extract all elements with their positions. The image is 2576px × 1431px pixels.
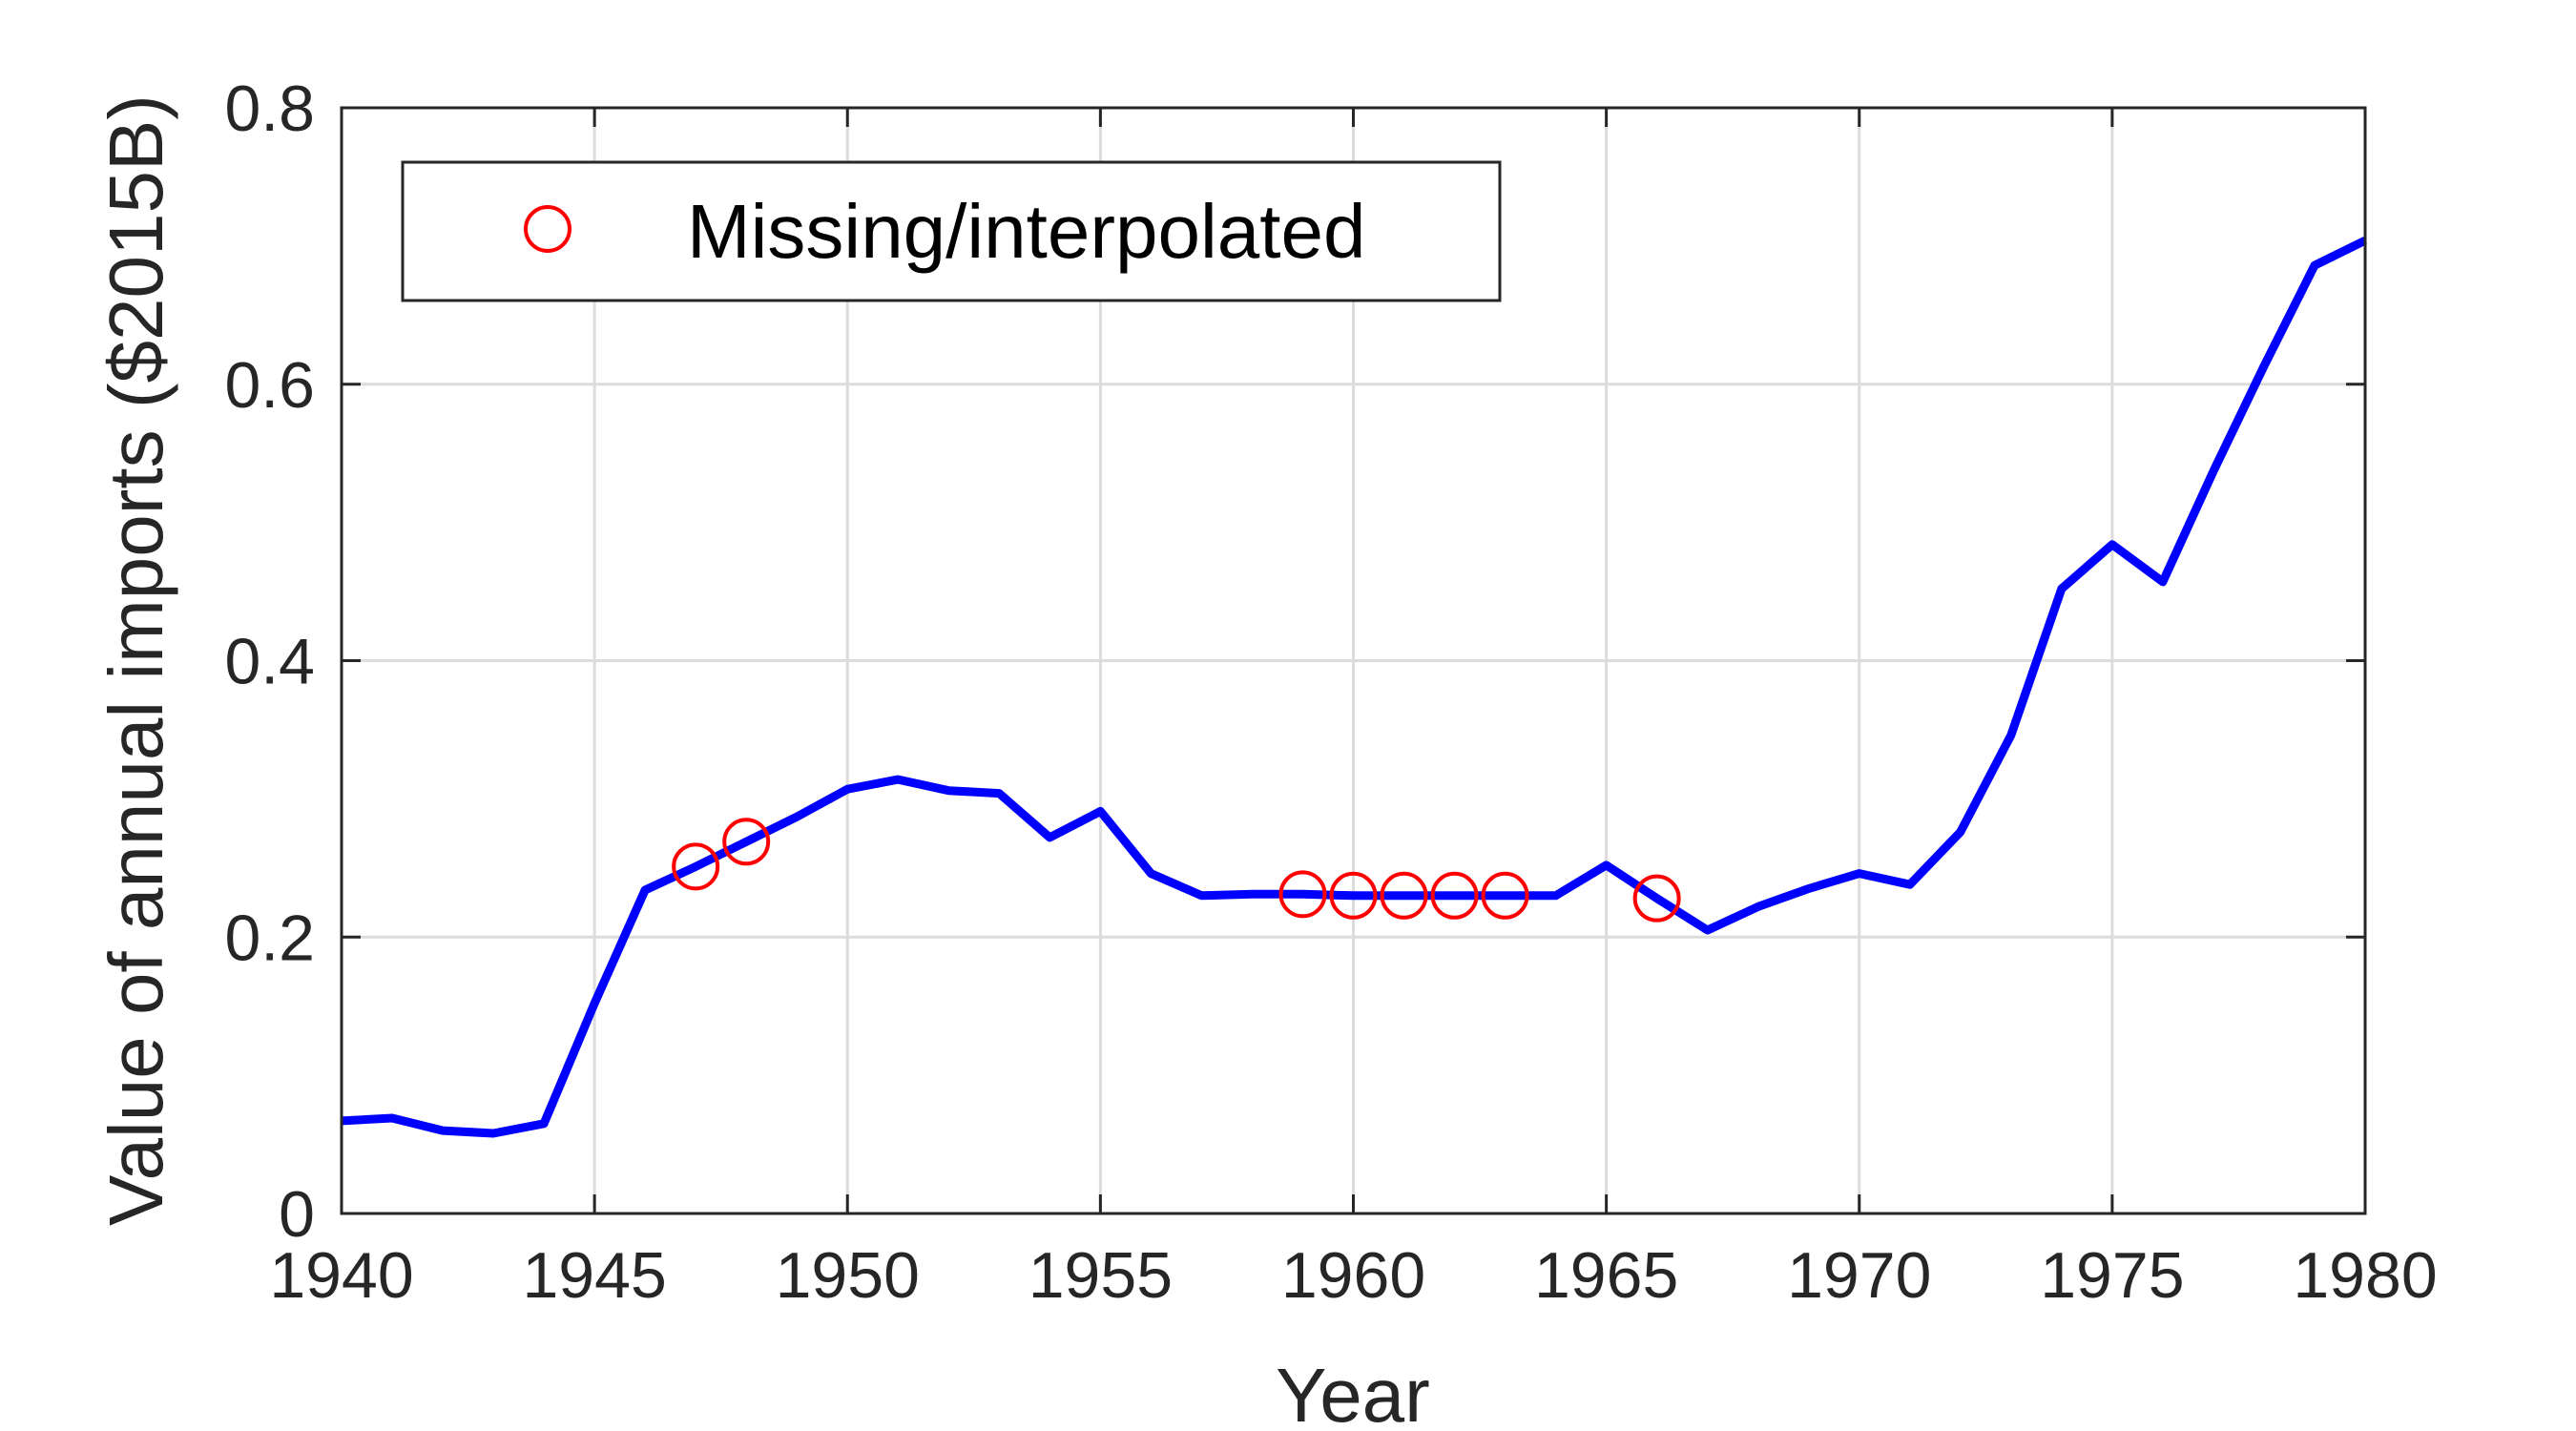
x-tick-labels: 1940 1945 1950 1955 1960 1965 1970 1975 1980 [269, 1239, 2437, 1312]
y-tick-label: 0.2 [224, 902, 315, 974]
legend-marker-circle [524, 205, 571, 253]
missing-interpolated-point [672, 842, 720, 891]
x-tick-label: 1970 [1787, 1239, 1931, 1312]
missing-interpolated-point [1329, 871, 1378, 920]
missing-interpolated-point [1632, 874, 1681, 923]
missing-interpolated-point [1380, 871, 1428, 920]
missing-interpolated-point [1430, 871, 1479, 920]
legend-box [401, 160, 1502, 302]
y-tick-label: 0.4 [224, 626, 315, 698]
x-tick-label: 1950 [776, 1239, 920, 1312]
missing-interpolated-point [1278, 870, 1327, 919]
y-axis-title: Value of annual imports ($2015B) [93, 94, 178, 1226]
x-tick-label: 1960 [1281, 1239, 1425, 1312]
y-tick-label: 0.6 [224, 349, 315, 422]
x-tick-label: 1945 [522, 1239, 666, 1312]
missing-interpolated-point [722, 818, 771, 866]
x-tick-label: 1975 [2040, 1239, 2184, 1312]
x-tick-label: 1940 [269, 1239, 413, 1312]
x-axis-title: Year [1276, 1353, 1430, 1431]
x-tick-label: 1955 [1028, 1239, 1173, 1312]
legend: Missing/interpolated [401, 160, 1502, 302]
series-line-imports [341, 237, 2367, 1138]
y-tick-labels: 0 0.2 0.4 0.6 0.8 [224, 73, 315, 1251]
missing-interpolated-point [1481, 871, 1529, 920]
data-series [341, 237, 2367, 1138]
y-tick-label: 0.8 [224, 73, 315, 145]
x-tick-label: 1980 [2293, 1239, 2437, 1312]
y-tick-label: 0 [279, 1178, 315, 1251]
axis-ticks [340, 106, 2367, 1215]
legend-label-missing-interpolated: Missing/interpolated [687, 189, 1365, 274]
x-tick-label: 1965 [1534, 1239, 1678, 1312]
